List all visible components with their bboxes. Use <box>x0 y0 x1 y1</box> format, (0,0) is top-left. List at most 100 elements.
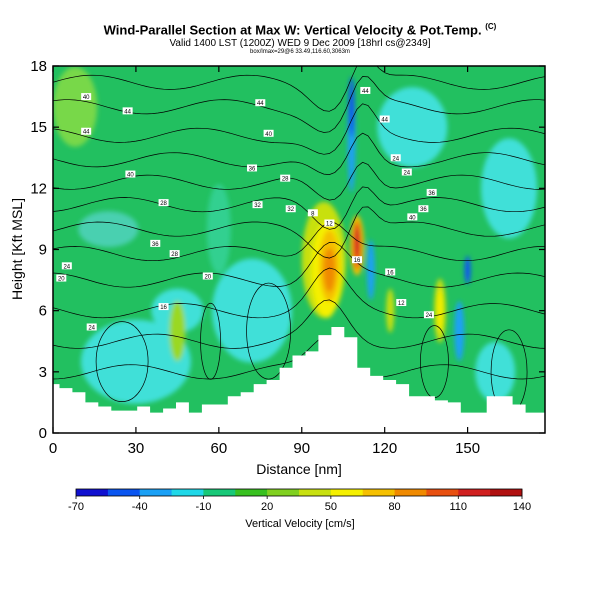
contour-label-bg <box>125 170 136 178</box>
cyan-region-left <box>80 319 191 404</box>
narrow-updraft-peak <box>354 227 360 256</box>
contour-label: 28 <box>282 177 289 183</box>
x-axis: 0 30 60 90 120 150 <box>49 66 480 457</box>
colorbar-tick-label: 80 <box>388 501 400 513</box>
contour-label-bg <box>122 107 133 115</box>
contour-label: 36 <box>420 207 427 213</box>
colorbar-swatch <box>426 489 459 496</box>
contour-line <box>53 299 545 349</box>
colorbar-swatch <box>490 489 523 496</box>
colorbar-swatch <box>458 489 491 496</box>
contour-label: 24 <box>392 156 399 162</box>
colorbar-swatch <box>299 489 332 496</box>
y-tick-label: 6 <box>39 303 47 320</box>
contour-label-bg <box>280 174 291 182</box>
y-tick-label: 18 <box>30 58 47 75</box>
colorbar-swatch <box>330 489 364 496</box>
contour-cell <box>246 282 291 380</box>
colorbar-tick-label: -10 <box>195 501 211 513</box>
contour-label: 24 <box>63 264 70 270</box>
contour-label-bg <box>158 303 169 311</box>
contour-label-bg <box>352 256 363 264</box>
colorbar-frame <box>75 488 523 497</box>
contour-line <box>53 76 545 133</box>
contour-label-bg <box>263 129 274 137</box>
x-tick-label: 120 <box>372 440 397 457</box>
contour-label: 16 <box>160 305 167 311</box>
contour-label: 28 <box>160 201 167 207</box>
contour-label-bg <box>423 311 434 319</box>
contour-label: 24 <box>403 171 410 177</box>
field-blobs <box>53 66 538 404</box>
contour-line <box>53 132 545 175</box>
colorbar-tick-label: -70 <box>68 501 84 513</box>
contour-label-bg <box>252 201 263 209</box>
colorbar-swatch <box>362 489 395 496</box>
colorbar-swatch <box>394 489 427 496</box>
contour-label: 12 <box>398 301 405 307</box>
contour-cell <box>95 321 149 402</box>
contour-label-bg <box>324 219 335 227</box>
contour-label-bg <box>158 199 169 207</box>
contour-label: 20 <box>204 275 211 281</box>
chart-title-text: Wind-Parallel Section at Max W: Vertical… <box>103 22 482 38</box>
contour-label: 40 <box>127 173 134 179</box>
cyan-region-lowright <box>475 341 516 402</box>
contour-label-bg <box>407 213 418 221</box>
contour-cell <box>200 302 221 380</box>
colorbar-tick-label: 20 <box>261 501 273 513</box>
contour-label: 40 <box>265 132 272 138</box>
y-tick-label: 9 <box>39 242 47 259</box>
teal-band <box>206 184 231 275</box>
contour-label-bg <box>255 99 266 107</box>
colorbar-swatch <box>171 489 204 496</box>
updraft-core <box>323 247 336 292</box>
x-tick-label: 30 <box>128 440 145 457</box>
green-region-topleft <box>53 66 98 147</box>
chart-detail: box/lmax=29@6 33.49,116.60,3063m <box>250 49 350 55</box>
contour-label-bg <box>396 299 407 307</box>
colorbar-swatch <box>235 489 268 496</box>
contour-label: 32 <box>287 207 294 213</box>
updraft-right-core <box>436 288 443 333</box>
colorbar-swatch <box>76 489 109 496</box>
colorbar-swatch <box>139 489 172 496</box>
contour-line <box>53 267 545 319</box>
contour-label: 40 <box>409 215 416 221</box>
contour-label: 32 <box>254 203 261 209</box>
contour-label-bg <box>202 272 213 280</box>
colorbar-swatch <box>107 489 141 496</box>
x-tick-label: 60 <box>210 440 227 457</box>
x-tick-label: 150 <box>455 440 480 457</box>
contour-label: 8 <box>311 211 315 217</box>
contour-label-bg <box>81 93 92 101</box>
contour-line <box>53 103 545 155</box>
contour-label-bg <box>426 188 437 196</box>
chart-subtitle: Valid 1400 LST (1200Z) WED 9 Dec 2009 [1… <box>169 38 431 49</box>
contour-label-bg <box>81 127 92 135</box>
contour-line <box>53 206 545 259</box>
contour-label-bg <box>385 268 396 276</box>
contour-label-bg <box>61 262 72 270</box>
contour-label: 44 <box>124 109 131 115</box>
downdraft-core <box>348 76 355 137</box>
colorbar-tick-label: 110 <box>450 501 468 513</box>
downdraft-right-2 <box>454 301 465 362</box>
contour-label: 44 <box>83 130 90 136</box>
colorbar-swatch <box>203 489 236 496</box>
y-axis-label: Height [Kft MSL] <box>9 198 25 300</box>
contour-label: 44 <box>362 89 369 95</box>
terrain <box>53 327 545 433</box>
contour-label: 12 <box>326 221 333 227</box>
chart-title: Wind-Parallel Section at Max W: Vertical… <box>0 22 600 37</box>
contour-label: 36 <box>428 191 435 197</box>
contour-label: 40 <box>83 95 90 101</box>
contour-label-bg <box>247 164 258 172</box>
downdraft-right <box>366 239 375 300</box>
colorbar-tick-label: 140 <box>513 501 531 513</box>
contour-label: 28 <box>171 252 178 258</box>
contour-line <box>53 66 545 112</box>
colorbar-label: Vertical Velocity [cm/s] <box>245 518 355 530</box>
contour-label: 20 <box>58 277 65 283</box>
